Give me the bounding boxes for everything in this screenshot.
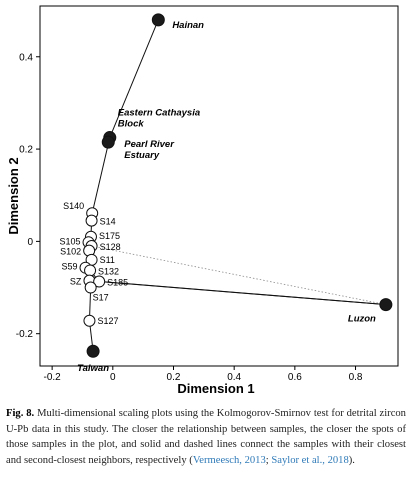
sample-marker-s185 (93, 275, 106, 288)
sample-marker-s127 (83, 314, 96, 327)
x-tick-label: 0.6 (288, 372, 302, 383)
reference-link-vermeesch[interactable]: Vermeesch, 2013 (192, 454, 266, 466)
solid-link (109, 19, 159, 138)
label-s11: S11 (100, 255, 115, 265)
y-tick-label: 0.4 (19, 52, 33, 63)
region-marker-hainan (151, 13, 165, 27)
caption-label: Fig. 8. (6, 408, 35, 419)
label-pearl: Pearl River Estuary (124, 139, 175, 161)
y-tick-label: 0.2 (19, 145, 33, 156)
reference-link-saylor[interactable]: Saylor et al., 2018 (271, 454, 349, 466)
x-axis-label: Dimension 1 (177, 381, 254, 396)
caption-text: Multi-dimensional scaling plots using th… (6, 408, 406, 466)
sample-markers (79, 13, 393, 358)
axis-ticks: -0.2 0 0.2 0.4 0.6 0.8 -0.2 0 0.2 0.4 (16, 52, 363, 383)
label-s105: S105 (60, 236, 81, 246)
x-tick-label: 0.2 (167, 372, 181, 383)
plot-area (39, 5, 399, 367)
dashed-link (91, 245, 386, 306)
x-tick-label: 0.4 (227, 372, 241, 383)
point-labels: Hainan Eastern Cathaysia Block Pearl River E… (60, 20, 377, 374)
label-s132: S132 (98, 266, 119, 276)
sample-marker-s17 (84, 281, 97, 294)
y-tick-label: -0.2 (16, 329, 34, 340)
label-cathaysia: Eastern Cathaysia Block (118, 108, 200, 130)
label-s17: S17 (93, 293, 109, 303)
y-tick-label: 0 (27, 237, 33, 248)
region-marker-luzon (379, 298, 393, 312)
region-marker-taiwan (86, 344, 100, 358)
label-s128: S128 (100, 242, 121, 252)
solid-link (89, 280, 386, 306)
mds-plot: -0.2 0 0.2 0.4 0.6 0.8 -0.2 0 0.2 0.4 Hainan Easte… (6, 5, 399, 396)
sample-marker-s132 (84, 264, 97, 277)
label-s175: S175 (99, 231, 120, 241)
y-axis-label: Dimension 2 (6, 157, 21, 234)
caption-end: ). (348, 454, 355, 466)
figure-caption: Fig. 8. Multi-dimensional scaling plots … (6, 406, 406, 468)
region-marker-pearl (101, 135, 115, 149)
label-s127: S127 (97, 316, 118, 326)
label-taiwan: Taiwan (77, 363, 109, 374)
x-tick-label: 0 (110, 372, 116, 383)
x-tick-label: -0.2 (44, 372, 62, 383)
label-sz: SZ (70, 277, 82, 287)
label-s185: S185 (107, 278, 128, 288)
caption-separator: ; (265, 454, 272, 466)
sample-marker-s14 (85, 214, 98, 227)
label-luzon: Luzon (348, 314, 376, 325)
label-s59: S59 (61, 262, 77, 272)
label-hainan: Hainan (172, 20, 204, 31)
solid-link (91, 137, 111, 214)
label-s14: S14 (100, 217, 116, 227)
label-s140: S140 (63, 201, 84, 211)
x-tick-label: 0.8 (349, 372, 363, 383)
label-s102: S102 (60, 247, 81, 257)
